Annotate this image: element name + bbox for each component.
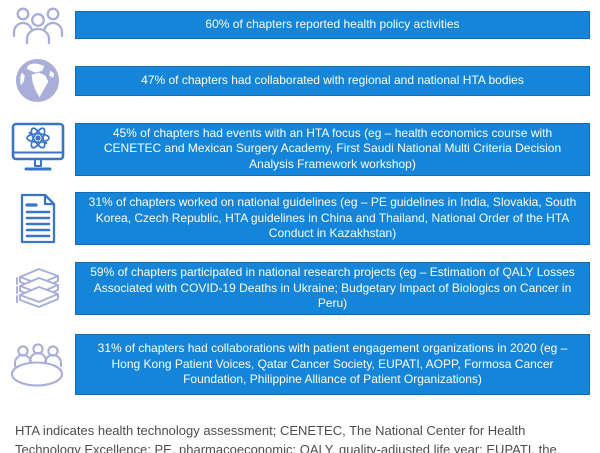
books-icon bbox=[0, 264, 75, 313]
stat-box: 60% of chapters reported health policy a… bbox=[75, 11, 590, 39]
stat-row-health-policy: 60% of chapters reported health policy a… bbox=[0, 5, 600, 45]
stat-text: 45% of chapters had events with an HTA f… bbox=[103, 125, 562, 171]
stat-text: 47% of chapters had collaborated with re… bbox=[141, 72, 524, 87]
stat-row-hta-bodies: 47% of chapters had collaborated with re… bbox=[0, 57, 600, 104]
stat-text: 31% of chapters worked on national guide… bbox=[88, 195, 577, 241]
abbreviations-footnote: HTA indicates health technology assessme… bbox=[15, 423, 557, 453]
stat-row-hta-events: 45% of chapters had events with an HTA f… bbox=[0, 121, 600, 177]
team-icon bbox=[0, 5, 75, 45]
document-icon bbox=[0, 193, 75, 244]
globe-icon bbox=[0, 57, 75, 104]
stat-row-patient-engagement: 31% of chapters had collaborations with … bbox=[0, 334, 600, 395]
stat-box: 59% of chapters participated in national… bbox=[75, 262, 590, 315]
stat-row-research: 59% of chapters participated in national… bbox=[0, 262, 600, 315]
meeting-icon bbox=[0, 342, 75, 388]
stat-box: 45% of chapters had events with an HTA f… bbox=[75, 122, 590, 176]
stat-text: 59% of chapters participated in national… bbox=[90, 265, 575, 311]
stat-text: 60% of chapters reported health policy a… bbox=[205, 17, 460, 32]
stat-row-guidelines: 31% of chapters worked on national guide… bbox=[0, 192, 600, 245]
stat-box: 31% of chapters had collaborations with … bbox=[75, 334, 590, 395]
stat-box: 47% of chapters had collaborated with re… bbox=[75, 65, 590, 96]
stat-text: 31% of chapters had collaborations with … bbox=[97, 341, 568, 387]
stat-box: 31% of chapters worked on national guide… bbox=[75, 192, 590, 245]
monitor-atom-icon bbox=[0, 121, 75, 177]
